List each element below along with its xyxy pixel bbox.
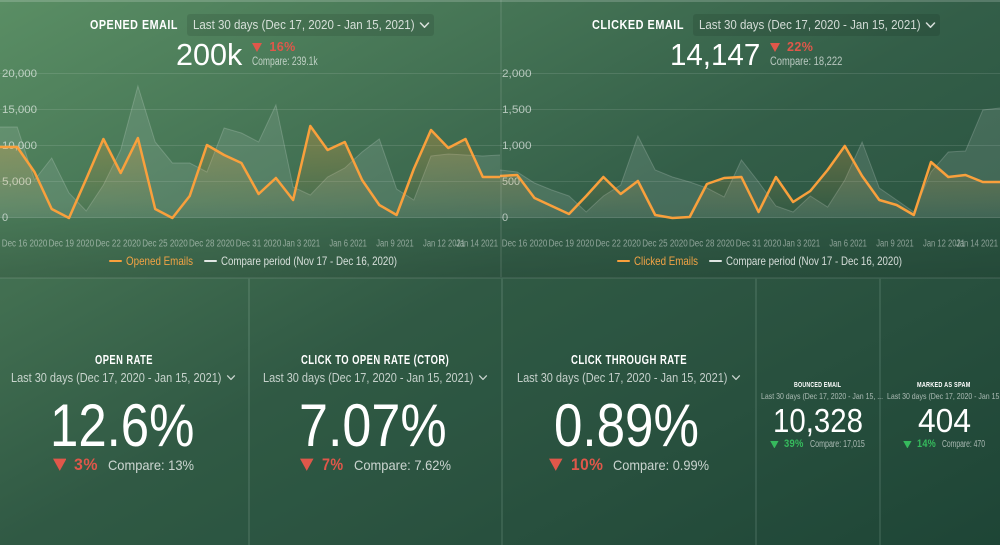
svg-text:Jan 9 2021: Jan 9 2021 — [876, 239, 914, 250]
svg-text:Dec 28 2020: Dec 28 2020 — [189, 239, 235, 250]
svg-text:Dec 25 2020: Dec 25 2020 — [142, 239, 188, 250]
svg-text:Dec 31 2020: Dec 31 2020 — [236, 239, 282, 250]
svg-text:Dec 28 2020: Dec 28 2020 — [689, 239, 735, 250]
svg-text:Dec 16 2020: Dec 16 2020 — [2, 239, 48, 250]
svg-text:2,000: 2,000 — [502, 68, 532, 80]
svg-text:Jan 12 2021: Jan 12 2021 — [423, 239, 465, 250]
svg-text:1,500: 1,500 — [502, 104, 532, 116]
svg-text:Dec 19 2020: Dec 19 2020 — [49, 239, 95, 250]
svg-text:Jan 9 2021: Jan 9 2021 — [376, 239, 414, 250]
svg-text:Jan 6 2021: Jan 6 2021 — [829, 239, 867, 250]
svg-text:Jan 6 2021: Jan 6 2021 — [329, 239, 367, 250]
svg-text:Dec 31 2020: Dec 31 2020 — [736, 239, 782, 250]
svg-text:Dec 22 2020: Dec 22 2020 — [595, 239, 641, 250]
svg-text:Dec 25 2020: Dec 25 2020 — [642, 239, 688, 250]
svg-text:Jan 12 2021: Jan 12 2021 — [923, 239, 965, 250]
svg-text:Jan 3 2021: Jan 3 2021 — [783, 239, 821, 250]
svg-text:20,000: 20,000 — [2, 68, 37, 80]
svg-text:Dec 22 2020: Dec 22 2020 — [95, 239, 141, 250]
svg-text:1,000: 1,000 — [502, 140, 532, 152]
svg-text:Dec 19 2020: Dec 19 2020 — [549, 239, 595, 250]
svg-text:Dec 16 2020: Dec 16 2020 — [502, 239, 548, 250]
svg-text:Jan 14 2021: Jan 14 2021 — [956, 239, 998, 250]
svg-text:15,000: 15,000 — [2, 104, 37, 116]
svg-text:Jan 3 2021: Jan 3 2021 — [283, 239, 321, 250]
svg-text:Jan 14 2021: Jan 14 2021 — [456, 239, 498, 250]
